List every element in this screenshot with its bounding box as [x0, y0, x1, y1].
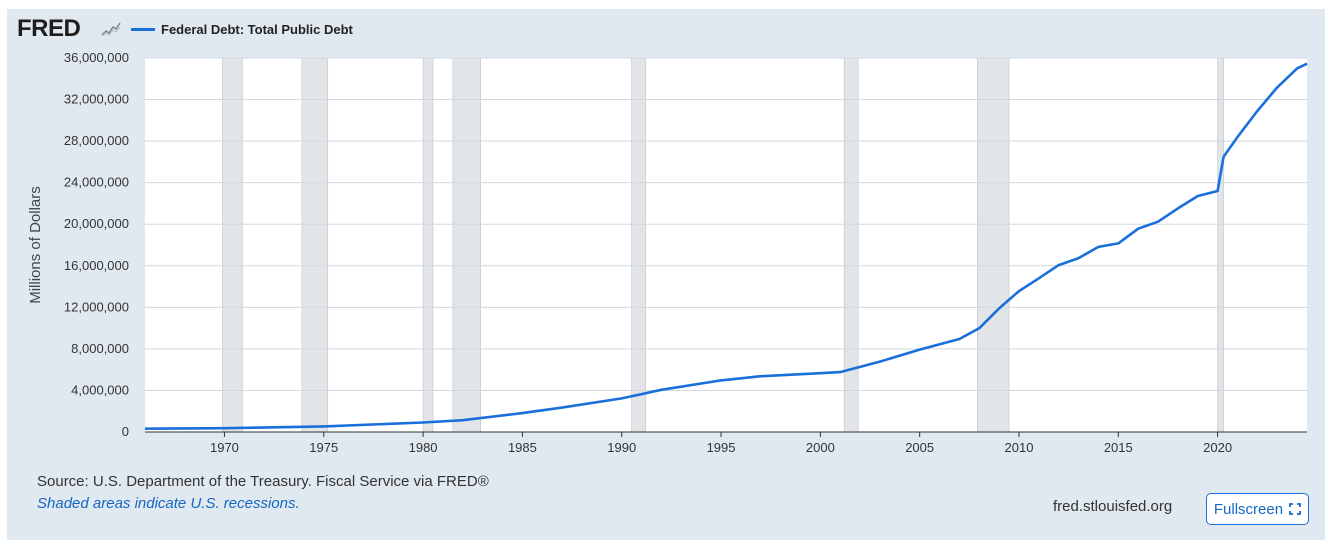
fullscreen-button[interactable]: Fullscreen [1206, 493, 1309, 525]
y-tick-label: 4,000,000 [71, 382, 129, 397]
legend-series-swatch [131, 27, 155, 31]
recession-band [301, 57, 329, 433]
x-tick-label: 1995 [707, 440, 736, 455]
legend-series-label: Federal Debt: Total Public Debt [161, 21, 353, 37]
x-tick-label: 2015 [1104, 440, 1133, 455]
series-line [144, 62, 1308, 430]
chart-legend: Federal Debt: Total Public Debt [131, 20, 353, 38]
fullscreen-label: Fullscreen [1213, 500, 1284, 518]
recession-band [843, 57, 859, 433]
x-tick-label: 2000 [806, 440, 835, 455]
recession-band [631, 57, 646, 433]
fred-logo-text: FRED [17, 15, 81, 42]
y-tick-label: 0 [122, 424, 129, 439]
y-tick-label: 20,000,000 [64, 216, 129, 231]
recession-band [976, 57, 1010, 433]
mini-line-chart-icon [101, 22, 121, 37]
recession-band [422, 57, 434, 433]
x-tick-label: 1985 [508, 440, 537, 455]
x-tick-label: 1990 [607, 440, 636, 455]
x-tick-label: 2005 [905, 440, 934, 455]
y-tick-label: 16,000,000 [64, 258, 129, 273]
x-tick-label: 2020 [1203, 440, 1232, 455]
recession-band [452, 57, 481, 433]
site-link[interactable]: fred.stlouisfed.org [1053, 498, 1173, 515]
y-tick-label: 8,000,000 [71, 341, 129, 356]
recession-band [1217, 57, 1224, 433]
x-tick-label: 1970 [210, 440, 239, 455]
fred-logo[interactable]: FRED [17, 15, 81, 42]
expand-corners-icon [1289, 503, 1301, 515]
y-tick-label: 24,000,000 [64, 175, 129, 190]
x-tick-label: 2010 [1005, 440, 1034, 455]
y-tick-label: 12,000,000 [64, 299, 129, 314]
x-tick-label: 1975 [309, 440, 338, 455]
y-tick-label: 36,000,000 [64, 50, 129, 65]
y-tick-label: 32,000,000 [64, 92, 129, 107]
x-tick-label: 1980 [409, 440, 438, 455]
y-axis-label: Millions of Dollars [27, 186, 44, 304]
source-note: Source: U.S. Department of the Treasury.… [37, 473, 489, 490]
recession-band [222, 57, 243, 433]
y-tick-label: 28,000,000 [64, 133, 129, 148]
recession-note: Shaded areas indicate U.S. recessions. [37, 495, 300, 512]
